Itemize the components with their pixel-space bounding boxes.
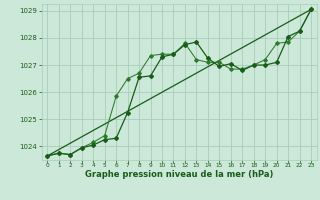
X-axis label: Graphe pression niveau de la mer (hPa): Graphe pression niveau de la mer (hPa) bbox=[85, 170, 273, 179]
